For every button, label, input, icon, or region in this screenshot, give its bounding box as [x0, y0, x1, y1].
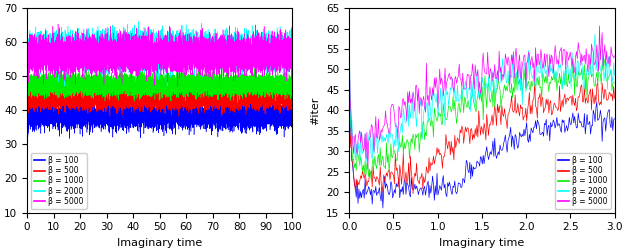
- X-axis label: Imaginary time: Imaginary time: [440, 238, 524, 248]
- X-axis label: Imaginary time: Imaginary time: [117, 238, 203, 248]
- Legend: β = 100, β = 500, β = 1000, β = 2000, β = 5000: β = 100, β = 500, β = 1000, β = 2000, β …: [555, 153, 611, 209]
- Legend: β = 100, β = 500, β = 1000, β = 2000, β = 5000: β = 100, β = 500, β = 1000, β = 2000, β …: [31, 153, 87, 209]
- Y-axis label: #iter: #iter: [310, 96, 320, 124]
